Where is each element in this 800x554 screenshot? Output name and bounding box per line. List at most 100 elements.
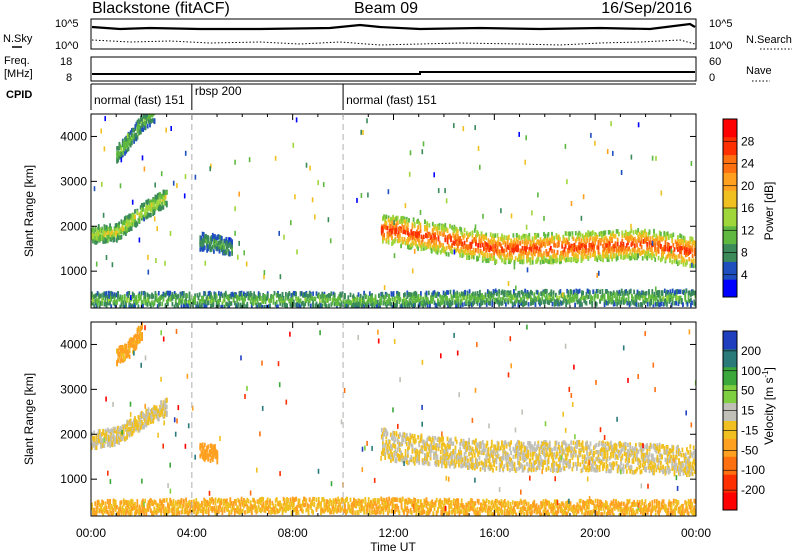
range-cell	[460, 301, 463, 306]
range-cell	[216, 453, 219, 459]
range-cell	[445, 251, 448, 257]
range-cell	[136, 128, 139, 134]
range-cell	[123, 229, 126, 235]
range-cell	[120, 229, 123, 235]
range-cell	[354, 296, 356, 302]
noise-cell	[305, 162, 308, 168]
range-cell	[126, 144, 129, 150]
range-cell	[127, 293, 130, 299]
range-cell	[111, 434, 114, 440]
range-cell	[632, 237, 635, 243]
range-cell	[220, 304, 223, 308]
range-cell	[309, 303, 312, 308]
noise-cell	[111, 262, 114, 268]
range-cell	[627, 231, 629, 237]
range-cell	[412, 293, 414, 299]
range-cell	[418, 220, 421, 226]
range-cell	[396, 293, 398, 299]
range-cell	[553, 299, 556, 304]
range-cell	[218, 234, 221, 240]
range-cell	[204, 303, 207, 308]
range-cell	[672, 293, 675, 298]
range-cell	[490, 239, 493, 245]
range-cell	[489, 245, 492, 250]
range-cell	[628, 246, 630, 251]
range-cell	[329, 296, 331, 301]
range-cell	[138, 294, 141, 300]
range-cell	[649, 252, 652, 258]
range-cell	[513, 238, 516, 243]
range-cell	[621, 233, 624, 238]
range-cell	[116, 361, 118, 367]
range-cell	[648, 244, 651, 250]
range-cell	[417, 246, 419, 251]
range-cell	[679, 249, 681, 255]
range-cell	[598, 238, 601, 243]
range-cell	[133, 139, 135, 144]
range-cell	[283, 300, 286, 305]
range-cell	[636, 230, 638, 236]
range-cell	[612, 244, 615, 249]
range-cell	[91, 442, 93, 448]
range-cell	[515, 298, 518, 304]
range-cell	[140, 326, 142, 332]
range-cell	[513, 243, 516, 248]
range-cell	[664, 235, 667, 240]
range-cell	[628, 232, 630, 237]
range-cell	[402, 215, 405, 221]
range-cell	[656, 247, 659, 253]
range-cell	[405, 219, 408, 224]
range-cell	[138, 333, 141, 339]
range-cell	[463, 291, 465, 296]
range-cell	[449, 224, 451, 229]
range-cell	[475, 241, 477, 247]
range-cell	[132, 338, 134, 343]
range-cell	[96, 228, 99, 234]
range-cell	[395, 226, 398, 232]
range-cell	[148, 417, 151, 422]
range-cell	[502, 237, 505, 242]
range-cell	[150, 207, 152, 213]
noise-cell	[462, 126, 465, 132]
range-cell	[421, 236, 424, 241]
range-cell	[378, 303, 380, 308]
range-cell	[386, 233, 389, 239]
range-cell	[435, 303, 438, 308]
range-cell	[339, 296, 342, 302]
range-cell	[691, 237, 694, 242]
range-cell	[192, 298, 194, 304]
range-cell	[125, 343, 128, 349]
range-cell	[322, 296, 325, 301]
range-cell	[206, 239, 208, 245]
range-cell	[611, 246, 613, 251]
freq-trace	[92, 71, 695, 75]
range-cell	[487, 238, 490, 243]
range-cell	[237, 295, 240, 300]
range-cell	[410, 244, 413, 250]
range-cell	[120, 357, 123, 362]
range-cell	[392, 443, 394, 448]
range-cell	[392, 436, 394, 441]
range-cell	[445, 226, 448, 232]
noise-cell	[482, 213, 484, 219]
range-cell	[503, 299, 506, 304]
range-cell	[435, 293, 438, 298]
range-cell	[220, 238, 223, 244]
range-cell	[658, 293, 660, 299]
range-cell	[685, 299, 688, 305]
range-cell	[103, 233, 106, 238]
range-cell	[135, 136, 138, 142]
noise-cell	[422, 141, 425, 147]
range-cell	[206, 248, 208, 253]
range-cell	[494, 240, 497, 245]
range-cell	[476, 232, 478, 238]
range-cell	[435, 226, 438, 232]
range-cell	[438, 301, 440, 307]
range-cell	[347, 299, 350, 305]
range-cell	[383, 214, 385, 219]
range-cell	[401, 240, 404, 245]
range-cell	[387, 454, 390, 459]
range-cell	[194, 297, 196, 302]
range-cell	[580, 250, 583, 255]
